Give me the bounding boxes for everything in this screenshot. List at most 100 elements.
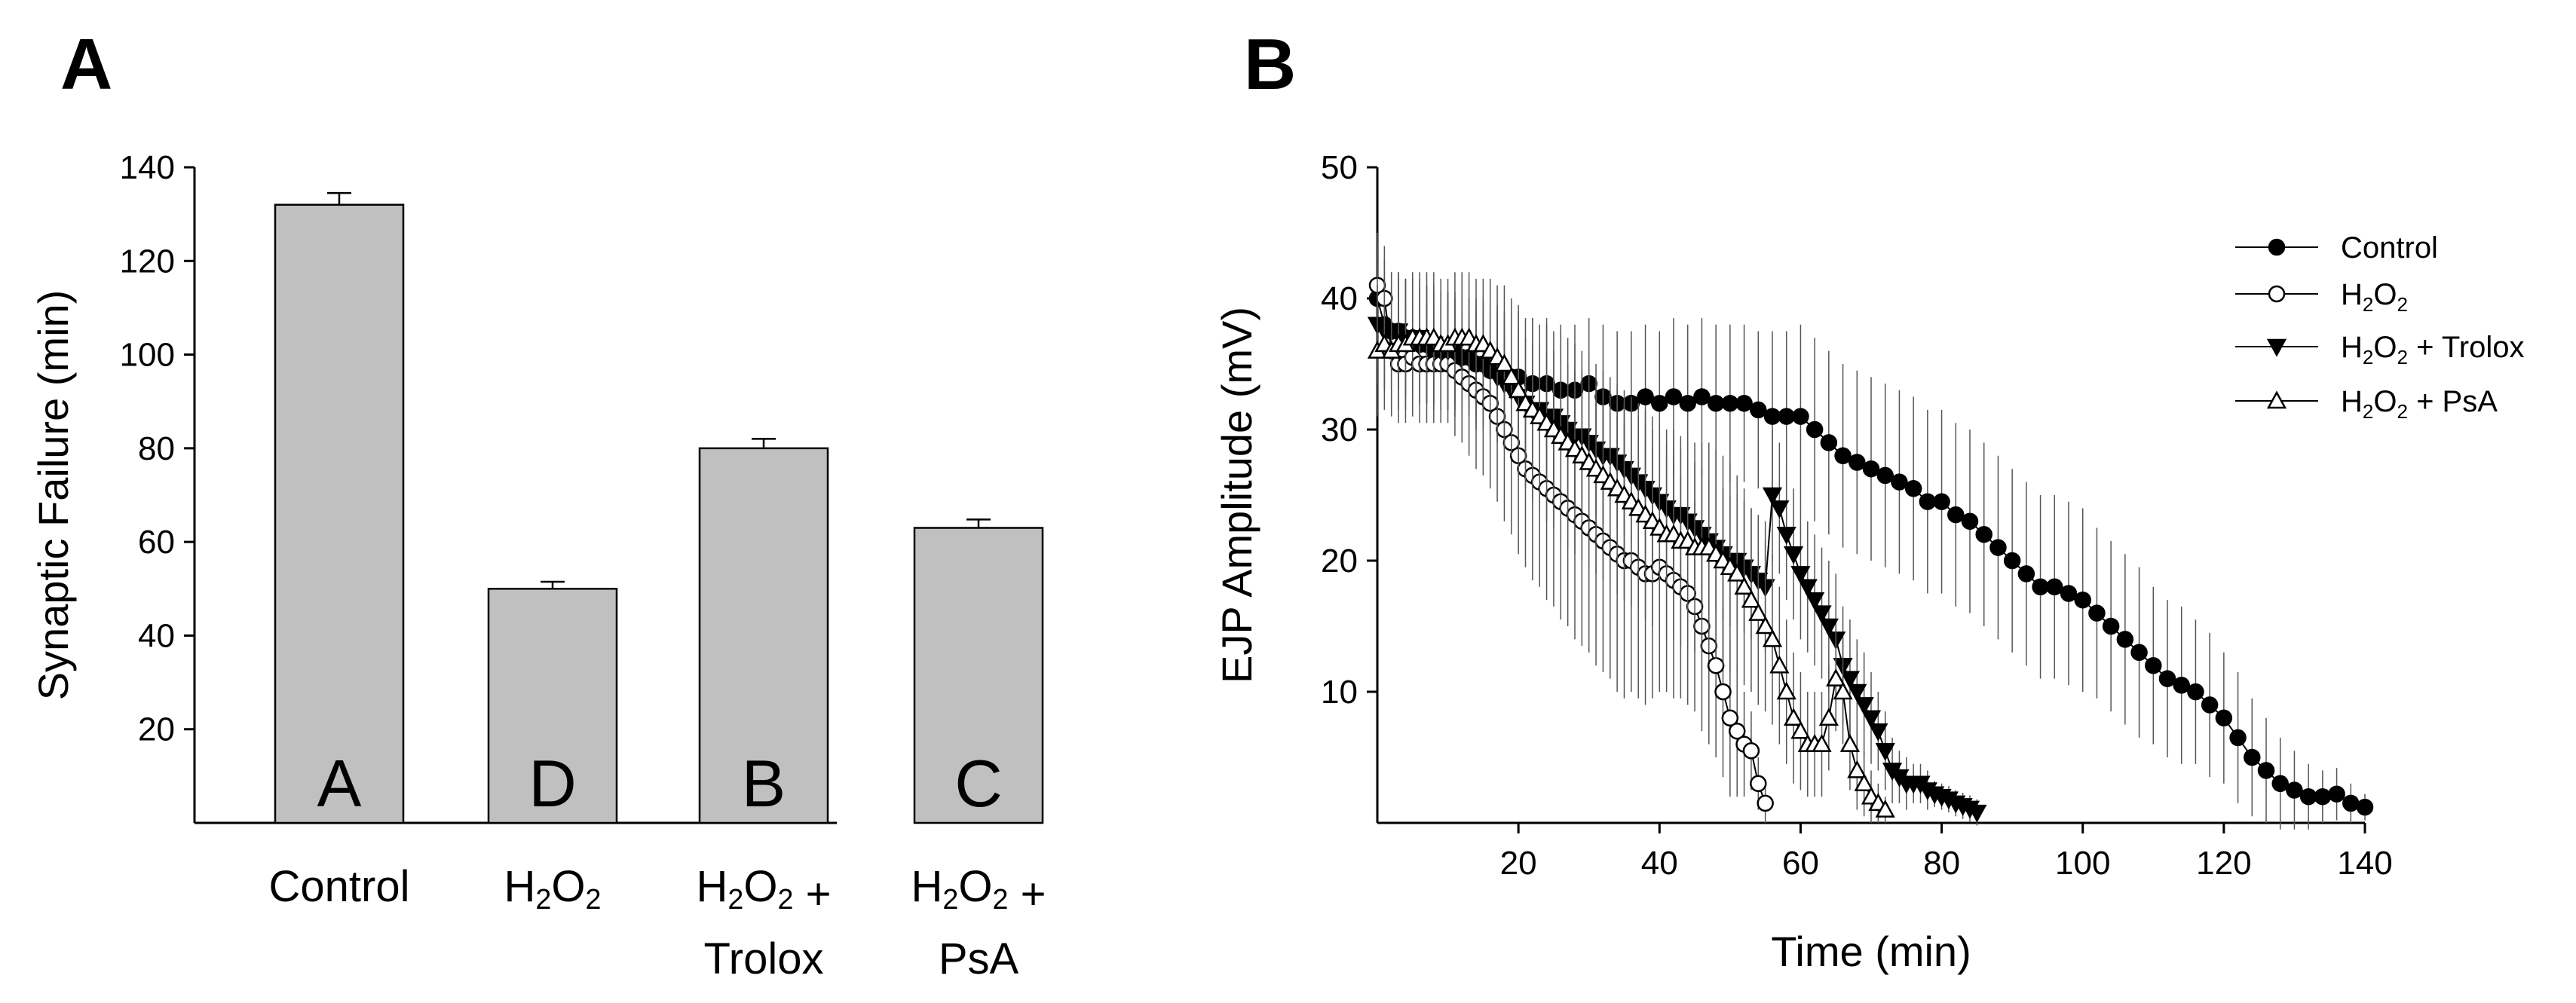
category-label-control: Control: [269, 862, 410, 911]
point-control-49: [1919, 493, 1937, 510]
y-tick-label-b-30: 30: [1321, 411, 1358, 448]
sig-letter-h2o2-psa: C: [954, 746, 1003, 821]
point-h2o2-trolox-70: [1861, 710, 1882, 729]
point-h2o2-trolox-61: [1797, 579, 1818, 598]
x-tick-label-b-100: 100: [2055, 845, 2110, 882]
point-control-31: [1665, 388, 1683, 405]
point-control-68: [2187, 683, 2204, 701]
point-control-34: [1707, 394, 1725, 412]
point-h2o2-psa-59: [1783, 708, 1804, 726]
bar-h2o2-trolox: [698, 447, 829, 824]
point-h2o2-55: [1757, 794, 1774, 812]
point-h2o2-psa-54: [1748, 603, 1769, 621]
point-h2o2-trolox-68: [1847, 683, 1867, 702]
point-control-61: [2088, 604, 2106, 622]
point-control-41: [1806, 420, 1824, 439]
point-control-69: [2201, 696, 2219, 714]
point-control-56: [2017, 565, 2035, 583]
x-axis-title-b: Time (min): [1771, 928, 1971, 975]
point-h2o2-psa-67: [1839, 734, 1861, 752]
sig-letter-h2o2: D: [528, 746, 577, 821]
point-control-38: [1763, 408, 1781, 425]
y-axis-title-b: EJP Amplitude (mV): [1213, 307, 1260, 683]
point-control-45: [1862, 460, 1880, 478]
point-h2o2-psa-63: [1812, 734, 1832, 752]
point-h2o2-psa-64: [1818, 708, 1839, 726]
point-control-77: [2314, 787, 2332, 806]
y-tick-label-b-40: 40: [1321, 280, 1358, 317]
panel-label-b: B: [1244, 24, 1296, 105]
point-h2o2-psa-18: [1494, 353, 1515, 372]
point-control-65: [2145, 656, 2162, 674]
point-h2o2-psa-58: [1776, 681, 1796, 700]
category-label-2-h2o2-trolox: Trolox: [704, 934, 824, 983]
x-tick-label-b-60: 60: [1782, 845, 1819, 882]
legend-marker-h2o2-psa: [2266, 390, 2287, 409]
point-control-72: [2244, 748, 2261, 766]
point-h2o2-trolox-58: [1776, 526, 1796, 545]
point-h2o2-psa-72: [1875, 800, 1895, 818]
point-h2o2-trolox-60: [1790, 566, 1811, 584]
point-control-64: [2130, 644, 2148, 662]
point-control-29: [1637, 388, 1654, 405]
point-h2o2-trolox-69: [1854, 697, 1874, 715]
legend-label-h2o2-psa: H2O2 + PsA: [2341, 385, 2498, 423]
y-axis-title-a: Synaptic Failure (min): [29, 290, 77, 701]
point-h2o2-trolox-62: [1805, 592, 1825, 610]
bar-h2o2: [487, 588, 618, 824]
point-control-62: [2102, 617, 2120, 635]
bar-h2o2-psa: [913, 527, 1044, 824]
bar-control: [274, 203, 405, 824]
point-control-40: [1792, 408, 1809, 425]
point-h2o2-psa-57: [1769, 655, 1790, 674]
point-control-52: [1961, 512, 1979, 531]
x-tick-label-b-20: 20: [1500, 845, 1537, 882]
point-control-42: [1820, 434, 1838, 451]
legend-marker-h2o2-trolox: [2266, 338, 2287, 357]
point-h2o2-53: [1742, 742, 1760, 760]
category-label-h2o2-trolox: H2O2 +: [697, 862, 832, 919]
point-control-75: [2286, 781, 2303, 799]
point-h2o2-psa-53: [1741, 589, 1762, 608]
x-tick-label-b-140: 140: [2337, 845, 2392, 882]
y-tick-label-a-120: 120: [120, 243, 175, 280]
point-control-54: [1989, 539, 2007, 556]
point-control-37: [1750, 401, 1767, 419]
point-control-30: [1651, 394, 1668, 412]
legend-label-h2o2-trolox: H2O2 + Trolox: [2341, 331, 2524, 368]
x-tick-label-b-120: 120: [2196, 845, 2251, 882]
point-control-79: [2342, 794, 2360, 812]
point-h2o2-psa-51: [1727, 563, 1747, 582]
sig-letter-control: A: [317, 746, 362, 821]
point-control-74: [2271, 775, 2289, 793]
point-control-33: [1693, 388, 1711, 405]
point-control-39: [1778, 408, 1795, 425]
point-h2o2-trolox-72: [1875, 743, 1895, 761]
panel-label-a: A: [60, 24, 112, 105]
point-h2o2-trolox-71: [1868, 723, 1888, 742]
point-h2o2-psa-52: [1734, 576, 1754, 595]
line-chart-ejp-amplitude: 10 20 30 40 50 20 40 60 80 100 120 140 Time (min) EJP…: [1213, 149, 2524, 975]
legend-label-control: Control: [2341, 231, 2438, 265]
point-control-66: [2158, 670, 2176, 687]
point-h2o2-psa-69: [1854, 773, 1874, 792]
point-h2o2-psa-56: [1762, 628, 1783, 647]
point-control-73: [2257, 762, 2275, 779]
point-h2o2-trolox-59: [1783, 546, 1804, 564]
point-control-43: [1834, 447, 1852, 465]
y-tick-label-a-20: 20: [138, 711, 175, 748]
point-control-60: [2074, 591, 2091, 609]
category-label-h2o2: H2O2: [504, 862, 602, 915]
point-control-36: [1735, 394, 1753, 412]
point-control-70: [2215, 709, 2233, 727]
y-tick-label-a-40: 40: [138, 617, 175, 654]
point-control-53: [1975, 525, 1992, 543]
y-tick-label-b-10: 10: [1321, 674, 1358, 711]
point-h2o2-psa-55: [1755, 616, 1775, 635]
point-control-47: [1891, 473, 1908, 491]
point-h2o2-54: [1750, 775, 1767, 793]
point-h2o2-psa-66: [1833, 681, 1853, 700]
point-control-76: [2299, 787, 2317, 806]
point-h2o2-trolox-67: [1839, 671, 1861, 690]
legend: Control H2O2 H2O2 + Trolox H2O2 + PsA: [2235, 231, 2524, 423]
